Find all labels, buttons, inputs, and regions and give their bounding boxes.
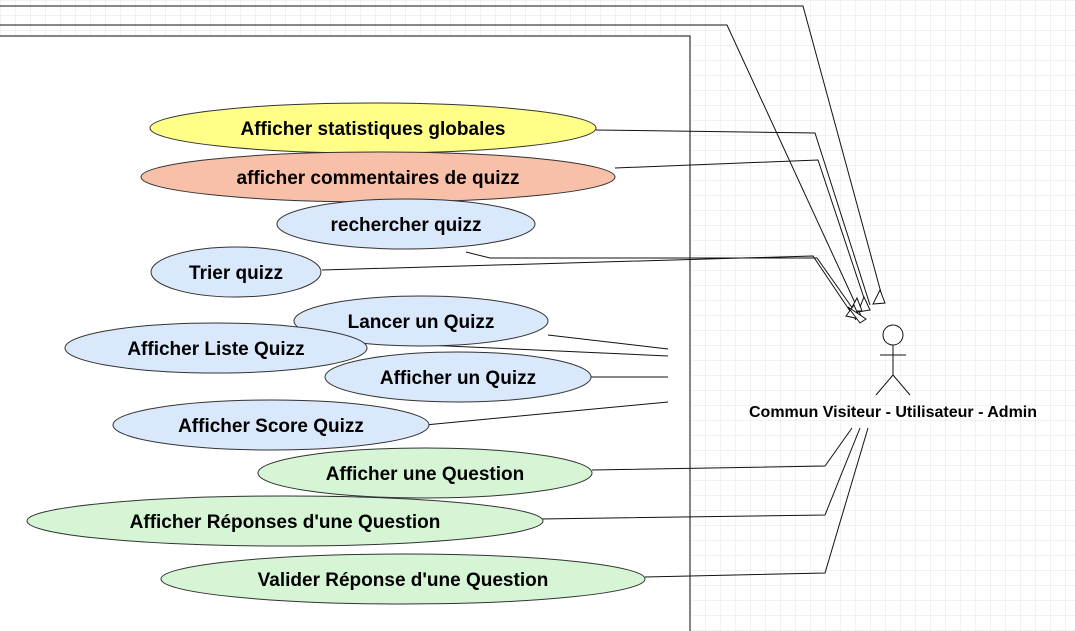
- use-case-list[interactable]: Afficher Liste Quizz: [64, 322, 368, 374]
- use-case-label: Afficher Liste Quizz: [127, 339, 304, 360]
- use-case-stats[interactable]: Afficher statistiques globales: [149, 102, 597, 154]
- use-case-search[interactable]: rechercher quizz: [276, 198, 536, 250]
- use-case-label: Afficher statistiques globales: [240, 119, 505, 140]
- use-case-label: Valider Réponse d'une Question: [258, 570, 549, 591]
- use-case-show[interactable]: Afficher un Quizz: [324, 351, 592, 403]
- use-case-comments[interactable]: afficher commentaires de quizz: [140, 151, 616, 203]
- use-case-label: Afficher Score Quizz: [178, 416, 364, 437]
- use-case-sort[interactable]: Trier quizz: [150, 246, 322, 298]
- use-case-answers[interactable]: Afficher Réponses d'une Question: [26, 495, 544, 547]
- arrowheads: [845, 288, 886, 324]
- use-case-label: afficher commentaires de quizz: [237, 168, 520, 189]
- use-case-validate[interactable]: Valider Réponse d'une Question: [160, 553, 646, 605]
- actor-label: Commun Visiteur - Utilisateur - Admin: [749, 404, 1037, 421]
- use-case-launch[interactable]: Lancer un Quizz: [293, 295, 549, 347]
- use-case-label: Trier quizz: [189, 263, 283, 284]
- use-case-label: rechercher quizz: [331, 215, 482, 236]
- use-case-label: Lancer un Quizz: [348, 312, 495, 333]
- use-case-label: Afficher un Quizz: [380, 368, 536, 389]
- use-case-label: Afficher une Question: [326, 464, 524, 485]
- use-case-question[interactable]: Afficher une Question: [257, 447, 593, 499]
- stick-figure-icon[interactable]: [875, 324, 911, 396]
- use-case-score[interactable]: Afficher Score Quizz: [112, 399, 430, 451]
- use-case-label: Afficher Réponses d'une Question: [130, 512, 441, 533]
